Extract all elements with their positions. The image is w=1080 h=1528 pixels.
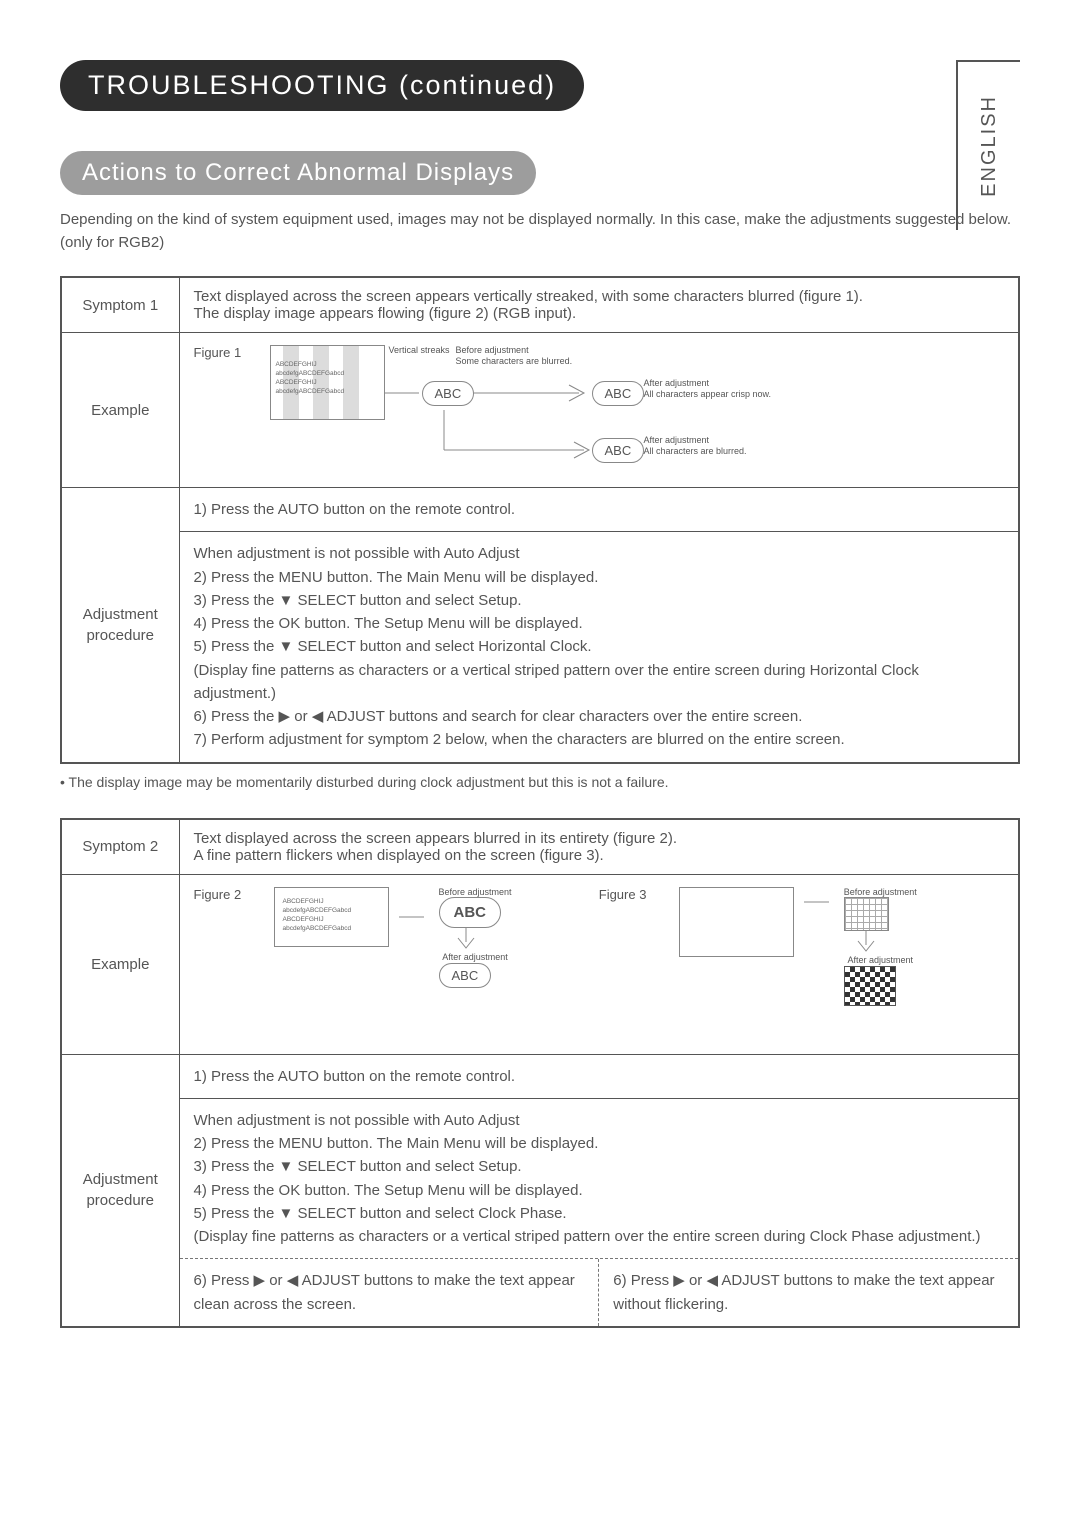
cap-before3: Before adjustment [844,887,917,898]
language-tab: ENGLISH [956,60,1020,230]
s2-step1: 1) Press the AUTO button on the remote c… [179,1054,1019,1098]
language-label: ENGLISH [978,95,1001,197]
adj-proc-label: Adjustment procedure [61,488,179,763]
callout-abc-2: ABC [592,381,645,406]
cap-after2: After adjustment [439,952,512,963]
figure1-screen: ABCDEFGHIJ abcdefgABCDEFGabcd ABCDEFGHIJ… [270,345,385,420]
symptom1-description: Text displayed across the screen appears… [179,277,1019,333]
cap-after3: After adjustment [844,955,917,966]
symptom1-table: Symptom 1 Text displayed across the scre… [60,276,1020,764]
callout-abc-3: ABC [592,438,645,463]
symptom1-example: Figure 1 ABCDEFGHIJ abcdefgABCDEFGabcd A… [179,333,1019,488]
arrow-down-icon [439,928,493,952]
checker-pattern-icon [844,966,896,1006]
figure3-label: Figure 3 [599,887,669,902]
fig3-connector [804,887,834,957]
s2-step6-left: 6) Press ▶ or ◀ ADJUST buttons to make t… [180,1259,599,1326]
figure3-screen [679,887,794,957]
example-label: Example [61,333,179,488]
cap-after-blur: After adjustment All characters are blur… [644,435,747,457]
symptom2-label: Symptom 2 [61,819,179,875]
callout-abc-bold: ABC [439,897,502,928]
intro-text: Depending on the kind of system equipmen… [60,209,1020,254]
figure1-label: Figure 1 [194,345,264,360]
adj-proc2-label: Adjustment procedure [61,1054,179,1327]
arrow-down-icon [844,931,889,955]
cap-before2: Before adjustment [439,887,512,898]
symptom1-label: Symptom 1 [61,277,179,333]
s1-step1: 1) Press the AUTO button on the remote c… [179,488,1019,532]
s2-split-row: 6) Press ▶ or ◀ ADJUST buttons to make t… [180,1258,1019,1326]
callout-abc-1: ABC [422,381,475,406]
s2-steps-top: When adjustment is not possible with Aut… [179,1098,1019,1258]
figure2-label: Figure 2 [194,887,264,902]
figure2-screen: ABCDEFGHIJ abcdefgABCDEFGabcd ABCDEFGHIJ… [274,887,389,947]
section-heading: Actions to Correct Abnormal Displays [60,151,536,195]
page-heading: TROUBLESHOOTING (continued) [60,60,584,111]
symptom2-description: Text displayed across the screen appears… [179,819,1019,875]
symptom2-table: Symptom 2 Text displayed across the scre… [60,818,1020,1328]
cap-after-crisp: After adjustment All characters appear c… [644,378,772,400]
callout-abc-plain: ABC [439,963,492,988]
s2-step6-right: 6) Press ▶ or ◀ ADJUST buttons to make t… [598,1259,1018,1326]
s1-steps-rest: When adjustment is not possible with Aut… [179,532,1019,763]
fine-pattern-icon [844,897,889,931]
fig2-connector [399,887,429,947]
symptom2-example: Figure 2 ABCDEFGHIJ abcdefgABCDEFGabcd A… [179,874,1019,1054]
example2-label: Example [61,874,179,1054]
mid-note: • The display image may be momentarily d… [60,774,1020,790]
